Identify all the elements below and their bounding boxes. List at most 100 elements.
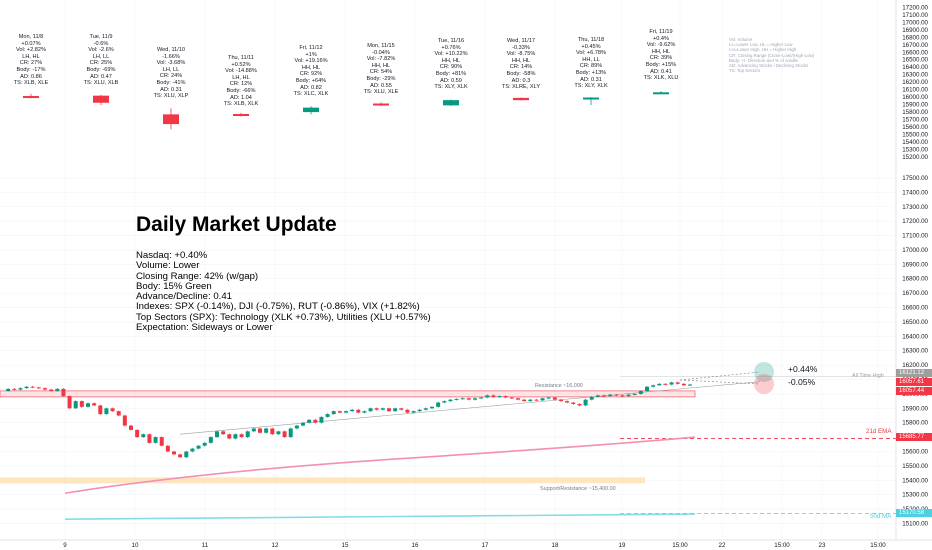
legend-line: LH=Lower High, HH = Higher High [729,47,797,53]
upper-tick-label: 16000.00 [902,94,928,101]
lower-price-axis: 17500.00 17400.00 17300.00 17200.00 17100.00… [902,175,928,528]
candle-body [565,401,570,403]
day-card: Thu, 11/11 +0.52% Vol: -14.88% LH, HL CR: 12… [206,55,276,108]
day-card-line: AD: 0.59 [440,77,462,84]
candle-body [61,388,66,397]
candle-body [460,398,465,400]
time-tick-label: 15:00 [672,542,688,549]
day-card-line: Body: -17% [16,66,46,73]
candle-body [307,419,312,423]
candle-body [589,396,594,400]
ma50-label: 50d MA [870,513,892,520]
upper-tick-label: 17100.00 [902,12,928,19]
candle-body [221,431,226,435]
upper-tick-label: 16400.00 [902,64,928,71]
day-card-line: Vol: -3.68% [156,60,186,67]
candle-body [620,395,625,397]
day-card-line: Body: -58% [506,70,536,77]
day-card-line: HH, HL [511,57,531,64]
resistance-zone [0,390,696,398]
resistance-label: Resistance ~16,000 [535,383,583,389]
candle-body [608,394,613,397]
candle-body [509,397,514,399]
day-card-line: CR: 92% [299,71,323,78]
candle-body [497,396,502,398]
day-card-line: CR: 89% [579,63,603,70]
day-card-line: Tue, 11/9 [89,34,113,40]
candle-body [202,442,207,446]
candle-body [79,401,84,407]
upper-price-axis: 17200.0017100.0017000.0016900.0016800.00… [902,4,928,161]
lower-tick-label: 16900.00 [902,261,928,268]
lower-tick-label: 15300.00 [902,492,928,499]
lower-tick-label: 15800.00 [902,420,928,427]
lower-tick-label: 16800.00 [902,276,928,283]
candle-body [559,399,563,402]
candle-body [393,408,398,412]
day-card-line: Wed, 11/17 [506,38,536,44]
day-card-line: Body: +64% [295,77,327,84]
day-card-line: TS: XLRE, XLY [501,84,541,91]
candle-body [184,451,189,458]
support-zone [0,477,645,484]
day-candle-body [163,114,179,125]
day-card-line: CR: 12% [229,81,253,88]
candle-body [516,398,520,400]
time-axis: 9 10 11 12 15 16 17 18 19 15:00 22 15:00 23 15:00 [63,542,886,549]
lower-tick-label: 15900.00 [902,405,928,412]
candle-body [165,445,170,452]
candle-body [49,389,54,392]
daily-summary-candles [23,91,669,130]
candle-body [645,386,649,392]
candle-body [92,403,97,406]
day-card-line: AD: 0.3 [511,77,531,84]
time-tick-label: 15:00 [870,542,886,549]
day-card: Fri, 11/19 +0.4% Vol: -9.62% HH, HL CR: 39% B… [626,29,696,82]
day-card: Mon, 11/8 +0.07% Vol: +2.82% LH, HL CR: 27% B… [0,34,66,87]
candle-body [583,399,588,406]
candle-body [368,408,373,412]
candle-body [571,402,576,404]
day-card-line: AD: 1.04 [230,94,252,101]
day-card: Wed, 11/10 -1.66% Vol: -3.68% LH, LL CR: 24%… [136,47,206,100]
lower-tick-label: 17000.00 [902,247,928,254]
time-tick-label: 22 [719,542,726,549]
legend-line: Vol: Volume [729,37,753,42]
day-card-line: TS: XLB, XLK [223,101,259,108]
day-card-line: TS: XLK, XLU [643,75,679,82]
legend-line: AD: Advancing Stocks / Declining Stocks [729,63,809,69]
upper-tick-label: 16100.00 [902,87,928,94]
ath-price-tag: 16121.12 [896,369,932,377]
day-card-line: CR: 90% [439,64,463,71]
time-tick-label: 16 [412,542,419,549]
day-card-line: LH, HL [22,53,40,60]
day-card-line: Body: +13% [575,69,607,76]
ema21-price-tag: 15685.77 [896,433,932,441]
lower-tick-label: 15500.00 [902,463,928,470]
day-card-line: TS: XLB, XLE [13,80,49,87]
candle-body [430,406,434,409]
candle-body [251,428,256,432]
all-time-high-label: All Time High [852,373,884,379]
candle-body [552,397,557,400]
candle-body [344,411,348,413]
day-card-line: -0.04% [372,49,390,56]
day-card-line: CR: 39% [649,55,673,62]
day-card: Thu, 11/18 +0.45% Vol: +6.78% HH, LL CR: 89%… [556,37,626,90]
lower-tick-label: 17300.00 [902,204,928,211]
candle-body [288,428,293,438]
lower-tick-label: 17100.00 [902,233,928,240]
day-card-line: CR: 54% [369,69,393,76]
trend-line [179,381,761,435]
day-card: Tue, 11/9 -0.6% Vol: -2.6% LH, LL CR: 25% Bod… [66,34,136,87]
day-card: Fri, 11/12 +1% Vol: +19.16% HH, HL CR: 92% Bo… [276,45,346,98]
candle-body [147,434,152,443]
candle-body [626,394,631,397]
candle-body [448,399,453,402]
day-card-line: Body: -29% [366,75,396,82]
candle-body [153,437,158,443]
upper-tick-label: 15300.00 [902,147,928,154]
lower-tick-label: 17200.00 [902,218,928,225]
candle-body [301,422,305,426]
